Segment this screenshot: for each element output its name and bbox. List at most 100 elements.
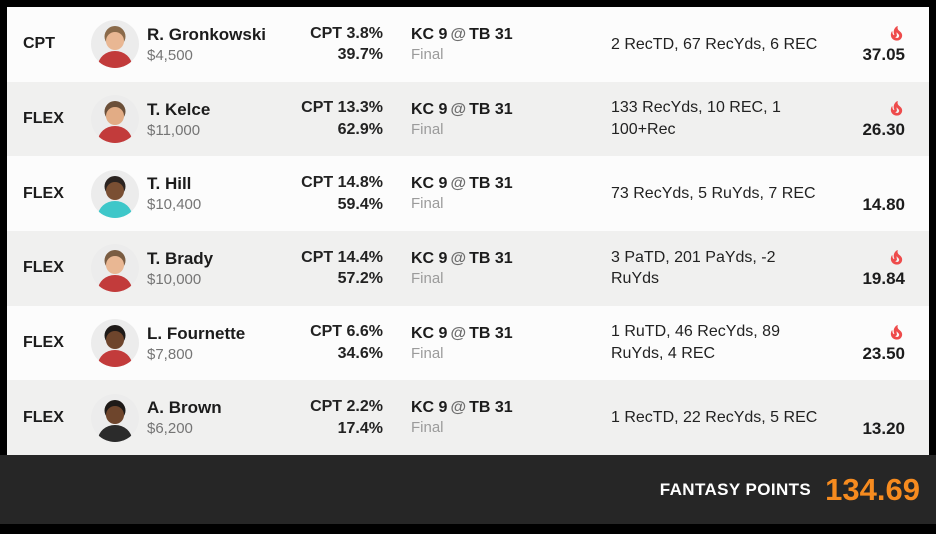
points-cell: 13.20 (861, 397, 929, 439)
cpt-percentage: CPT 13.3% (301, 99, 383, 117)
player-silhouette (98, 101, 132, 143)
player-info: A. Brown $6,200 (147, 398, 295, 437)
cpt-percentage: CPT 6.6% (310, 323, 383, 341)
lineup-row[interactable]: FLEX T. Hill $10,400 CPT 14.8% 59.4% KC … (7, 156, 929, 232)
stat-line: 1 RuTD, 46 RecYds, 89 RuYds, 4 REC (611, 323, 780, 363)
game-score: KC 9 @ TB 31 (411, 25, 513, 43)
player-name: T. Brady (147, 248, 214, 268)
player-avatar (91, 244, 139, 293)
player-info: T. Brady $10,000 (147, 249, 295, 288)
cpt-percentage: CPT 14.4% (301, 248, 383, 266)
fantasy-points-bar: FANTASY POINTS 134.69 (0, 455, 936, 524)
game-status: Final (411, 120, 444, 138)
player-salary: $11,000 (147, 121, 201, 139)
game-score: KC 9 @ TB 31 (411, 100, 513, 118)
points-cell: 19.84 (861, 247, 929, 289)
player-avatar (91, 20, 139, 69)
game-score: KC 9 @ TB 31 (411, 324, 513, 342)
game-info: KC 9 @ TB 31 Final (411, 399, 531, 436)
stat-line: 1 RecTD, 22 RecYds, 5 REC (611, 408, 818, 426)
player-name: A. Brown (147, 398, 222, 418)
own-percentage: 17.4% (337, 419, 383, 437)
position-label: FLEX (23, 408, 64, 426)
player-salary: $10,400 (147, 196, 202, 214)
lineup-row[interactable]: FLEX L. Fournette $7,800 CPT 6.6% 34.6% … (7, 305, 929, 381)
game-info: KC 9 @ TB 31 Final (411, 26, 531, 63)
ownership-percentages: CPT 14.4% 57.2% (295, 247, 383, 290)
stat-line: 73 RecYds, 5 RuYds, 7 REC (611, 184, 816, 202)
fantasy-points: 19.84 (862, 269, 905, 289)
player-silhouette (98, 175, 132, 218)
fantasy-points: 13.20 (862, 418, 905, 438)
player-name: T. Kelce (147, 99, 211, 119)
player-salary: $4,500 (147, 46, 193, 64)
own-percentage: 39.7% (337, 46, 383, 64)
game-info: KC 9 @ TB 31 Final (411, 101, 531, 138)
lineup-table: CPT R. Gronkowski $4,500 CPT 3.8% 39.7% … (7, 7, 929, 456)
game-info: KC 9 @ TB 31 Final (411, 325, 531, 362)
position-label: CPT (23, 35, 55, 53)
ownership-percentages: CPT 6.6% 34.6% (295, 321, 383, 364)
points-cell: 37.05 (861, 23, 929, 65)
game-score: KC 9 @ TB 31 (411, 175, 513, 193)
player-info: T. Kelce $11,000 (147, 100, 295, 139)
lineup-row[interactable]: FLEX T. Kelce $11,000 CPT 13.3% 62.9% KC… (7, 81, 929, 157)
player-avatar (91, 319, 139, 368)
cpt-percentage: CPT 14.8% (301, 174, 383, 192)
ownership-percentages: CPT 14.8% 59.4% (295, 172, 383, 215)
fire-icon (890, 101, 903, 116)
game-status: Final (411, 419, 444, 437)
player-silhouette (98, 250, 132, 293)
game-status: Final (411, 344, 444, 362)
player-salary: $6,200 (147, 420, 193, 438)
fire-icon (890, 325, 903, 340)
position-label: FLEX (23, 184, 64, 202)
own-percentage: 57.2% (337, 270, 383, 288)
player-avatar (91, 95, 139, 143)
player-silhouette (98, 26, 132, 69)
game-status: Final (411, 45, 444, 63)
lineup-row[interactable]: FLEX A. Brown $6,200 CPT 2.2% 17.4% KC 9… (7, 380, 929, 456)
game-info: KC 9 @ TB 31 Final (411, 175, 531, 212)
stat-line: 2 RecTD, 67 RecYds, 6 REC (611, 35, 818, 53)
game-score: KC 9 @ TB 31 (411, 249, 513, 267)
position-label: FLEX (23, 334, 64, 352)
fantasy-points-value: 134.69 (825, 471, 920, 507)
points-cell: 23.50 (861, 322, 929, 364)
own-percentage: 62.9% (337, 121, 383, 138)
cpt-percentage: CPT 2.2% (310, 398, 383, 416)
fantasy-points: 26.30 (862, 120, 905, 139)
game-score: KC 9 @ TB 31 (411, 399, 513, 417)
ownership-percentages: CPT 3.8% 39.7% (295, 23, 383, 66)
points-cell: 26.30 (861, 98, 929, 140)
stat-line: 133 RecYds, 10 REC, 1 100+Rec (611, 99, 781, 138)
player-info: R. Gronkowski $4,500 (147, 25, 295, 64)
lineup-row[interactable]: FLEX T. Brady $10,000 CPT 14.4% 57.2% KC… (7, 231, 929, 306)
cpt-percentage: CPT 3.8% (310, 24, 383, 42)
player-name: T. Hill (147, 174, 192, 194)
player-info: L. Fournette $7,800 (147, 324, 295, 363)
position-label: FLEX (23, 110, 64, 127)
points-cell: 14.80 (861, 173, 929, 215)
player-info: T. Hill $10,400 (147, 174, 295, 213)
player-name: L. Fournette (147, 323, 246, 343)
game-status: Final (411, 269, 444, 287)
game-info: KC 9 @ TB 31 Final (411, 250, 531, 287)
lineup-row[interactable]: CPT R. Gronkowski $4,500 CPT 3.8% 39.7% … (7, 7, 929, 82)
player-salary: $7,800 (147, 345, 193, 363)
fire-icon (890, 26, 903, 41)
game-status: Final (411, 195, 444, 213)
fantasy-points: 23.50 (862, 344, 905, 364)
ownership-percentages: CPT 13.3% 62.9% (295, 97, 383, 140)
fantasy-points: 37.05 (862, 45, 905, 65)
player-avatar (91, 393, 139, 442)
player-silhouette (98, 325, 132, 368)
own-percentage: 59.4% (337, 195, 383, 213)
fire-icon (890, 250, 903, 265)
player-silhouette (98, 399, 132, 442)
fantasy-points-label: FANTASY POINTS (659, 479, 812, 499)
position-label: FLEX (23, 259, 64, 277)
player-name: R. Gronkowski (147, 24, 267, 44)
own-percentage: 34.6% (337, 345, 383, 363)
player-salary: $10,000 (147, 270, 202, 288)
